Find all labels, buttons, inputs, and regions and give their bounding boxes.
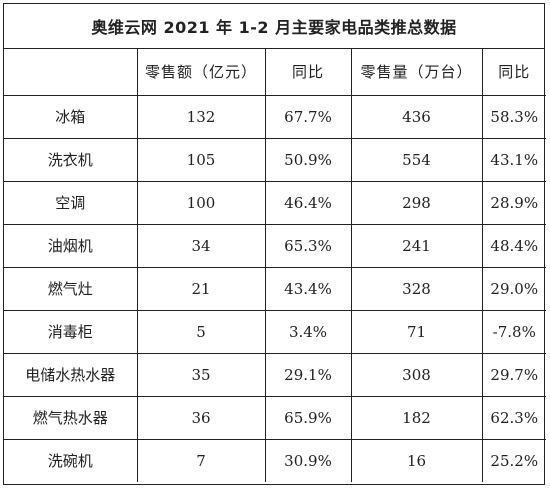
- category-cell: 洗碗机: [4, 438, 138, 482]
- sales-amount-cell: 36: [136, 395, 266, 440]
- yoy-volume-cell: 62.3%: [481, 395, 546, 440]
- sales-volume-cell: 71: [350, 309, 483, 354]
- header-sales-amount: 零售额（亿元）: [136, 49, 266, 96]
- category-cell: 空调: [4, 180, 138, 225]
- sales-volume-cell: 308: [350, 352, 483, 397]
- table-row: 燃气热水器 36 65.9% 182 62.3%: [4, 395, 546, 440]
- sales-volume-cell: 182: [350, 395, 483, 440]
- yoy-amount-cell: 30.9%: [264, 438, 352, 482]
- category-cell: 电储水热水器: [4, 352, 138, 397]
- appliance-data-table: 零售额（亿元） 同比 零售量（万台） 同比 冰箱 132 67.7% 436 5…: [4, 49, 546, 482]
- yoy-volume-cell: 25.2%: [481, 438, 546, 482]
- category-cell: 油烟机: [4, 223, 138, 268]
- yoy-amount-cell: 3.4%: [264, 309, 352, 354]
- header-yoy-volume: 同比: [481, 49, 546, 96]
- yoy-volume-cell: 29.7%: [481, 352, 546, 397]
- category-cell: 消毒柜: [4, 309, 138, 354]
- category-cell: 洗衣机: [4, 137, 138, 182]
- sales-volume-cell: 16: [350, 438, 483, 482]
- table-title: 奥维云网 2021 年 1-2 月主要家电品类推总数据: [4, 4, 544, 49]
- header-row: 零售额（亿元） 同比 零售量（万台） 同比: [4, 49, 546, 96]
- sales-amount-cell: 35: [136, 352, 266, 397]
- table-row: 油烟机 34 65.3% 241 48.4%: [4, 223, 546, 268]
- sales-volume-cell: 328: [350, 266, 483, 311]
- sales-amount-cell: 21: [136, 266, 266, 311]
- category-cell: 冰箱: [4, 95, 138, 139]
- sales-amount-cell: 5: [136, 309, 266, 354]
- yoy-amount-cell: 43.4%: [264, 266, 352, 311]
- table-row: 空调 100 46.4% 298 28.9%: [4, 180, 546, 225]
- sales-amount-cell: 7: [136, 438, 266, 482]
- category-cell: 燃气灶: [4, 266, 138, 311]
- data-sheet: 奥维云网 2021 年 1-2 月主要家电品类推总数据 零售额（亿元） 同比 零…: [3, 3, 546, 485]
- table-row: 消毒柜 5 3.4% 71 -7.8%: [4, 309, 546, 354]
- header-category: [4, 49, 138, 96]
- yoy-volume-cell: 28.9%: [481, 180, 546, 225]
- sales-volume-cell: 241: [350, 223, 483, 268]
- table-row: 冰箱 132 67.7% 436 58.3%: [4, 95, 546, 139]
- table-row: 洗衣机 105 50.9% 554 43.1%: [4, 137, 546, 182]
- yoy-volume-cell: 48.4%: [481, 223, 546, 268]
- yoy-amount-cell: 50.9%: [264, 137, 352, 182]
- yoy-amount-cell: 65.3%: [264, 223, 352, 268]
- table-row: 洗碗机 7 30.9% 16 25.2%: [4, 438, 546, 482]
- yoy-amount-cell: 67.7%: [264, 95, 352, 139]
- yoy-volume-cell: 58.3%: [481, 95, 546, 139]
- sales-amount-cell: 34: [136, 223, 266, 268]
- yoy-amount-cell: 29.1%: [264, 352, 352, 397]
- category-cell: 燃气热水器: [4, 395, 138, 440]
- yoy-volume-cell: 43.1%: [481, 137, 546, 182]
- sales-volume-cell: 298: [350, 180, 483, 225]
- sales-volume-cell: 436: [350, 95, 483, 139]
- header-sales-volume: 零售量（万台）: [350, 49, 483, 96]
- yoy-amount-cell: 65.9%: [264, 395, 352, 440]
- sales-volume-cell: 554: [350, 137, 483, 182]
- sales-amount-cell: 100: [136, 180, 266, 225]
- table-row: 电储水热水器 35 29.1% 308 29.7%: [4, 352, 546, 397]
- yoy-amount-cell: 46.4%: [264, 180, 352, 225]
- yoy-volume-cell: 29.0%: [481, 266, 546, 311]
- header-yoy-amount: 同比: [264, 49, 352, 96]
- sales-amount-cell: 132: [136, 95, 266, 139]
- sales-amount-cell: 105: [136, 137, 266, 182]
- yoy-volume-cell: -7.8%: [481, 309, 546, 354]
- table-row: 燃气灶 21 43.4% 328 29.0%: [4, 266, 546, 311]
